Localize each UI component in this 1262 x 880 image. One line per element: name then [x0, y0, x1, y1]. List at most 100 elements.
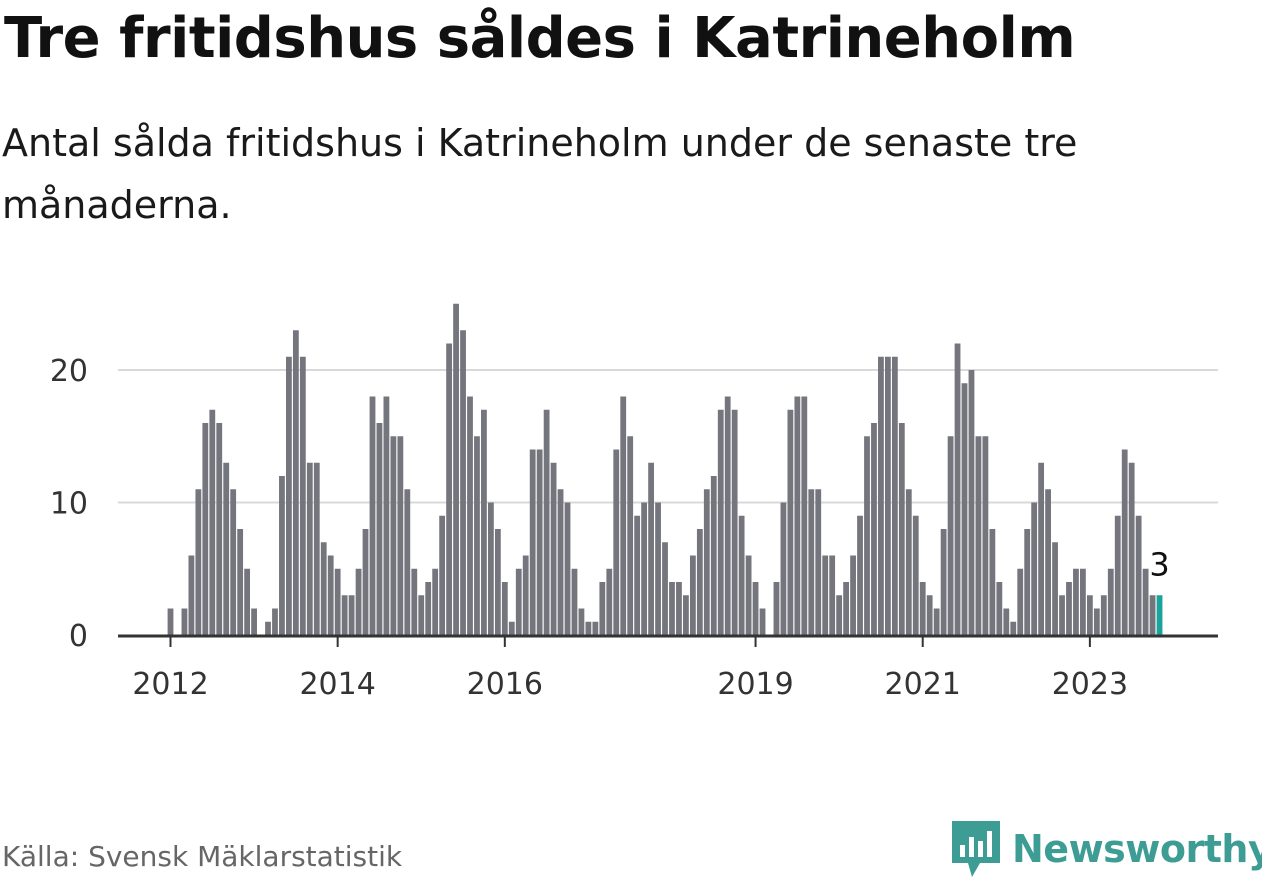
- x-tick-label: 2016: [467, 667, 543, 702]
- bar: [1024, 529, 1031, 635]
- bar: [515, 568, 522, 635]
- bar: [780, 502, 787, 635]
- bar: [1073, 568, 1079, 635]
- highlight-label: 3: [1149, 545, 1169, 583]
- bar: [418, 595, 425, 635]
- bar: [689, 555, 696, 635]
- bar: [627, 436, 634, 635]
- bar: [961, 383, 968, 635]
- bar: [501, 582, 508, 635]
- bar: [745, 555, 752, 635]
- bar: [1010, 621, 1017, 635]
- bar: [724, 396, 731, 635]
- y-tick-label: 0: [69, 619, 88, 654]
- bar: [585, 621, 592, 635]
- bar: [327, 555, 334, 635]
- x-tick-label: 2012: [132, 667, 208, 702]
- brand-name: Newsworthy: [1012, 827, 1262, 871]
- bar: [460, 330, 466, 635]
- bar: [1093, 608, 1100, 635]
- bar: [571, 568, 578, 635]
- bar: [209, 409, 216, 635]
- bar: [188, 555, 195, 635]
- bar: [759, 608, 766, 635]
- bar: [641, 502, 648, 635]
- bar: [912, 515, 919, 635]
- bar: [425, 582, 432, 635]
- bar: [940, 529, 947, 635]
- bar: [369, 396, 376, 635]
- bar: [439, 515, 446, 635]
- bar: [467, 396, 473, 635]
- brand-logo: Newsworthy: [950, 818, 1262, 880]
- bar: [181, 608, 188, 635]
- y-tick-label: 10: [50, 487, 88, 522]
- bar: [808, 489, 815, 635]
- bar: [878, 356, 884, 635]
- bar: [334, 568, 341, 635]
- bar: [606, 568, 613, 635]
- bar: [822, 555, 829, 635]
- bar: [1135, 515, 1142, 635]
- bar: [1128, 462, 1135, 635]
- bar: [634, 515, 641, 635]
- bar: [982, 436, 989, 635]
- bar: [481, 409, 487, 635]
- bar: [578, 608, 585, 635]
- bar: [299, 356, 306, 635]
- bar: [752, 582, 759, 635]
- bar: [843, 582, 850, 635]
- bar: [292, 330, 299, 635]
- bar: [871, 423, 877, 635]
- bar: [975, 436, 982, 635]
- bar: [794, 396, 801, 635]
- bar: [1142, 568, 1149, 635]
- bar: [522, 555, 529, 635]
- bar: [1107, 568, 1114, 635]
- bar: [613, 449, 620, 635]
- bar: [801, 396, 808, 635]
- source-note: Källa: Svensk Mäklarstatistik: [2, 840, 403, 873]
- x-tick-label: 2014: [299, 667, 375, 702]
- bar: [536, 449, 543, 635]
- x-tick-label: 2021: [885, 667, 961, 702]
- bar: [432, 568, 439, 635]
- bar: [703, 489, 710, 635]
- bar: [1052, 542, 1058, 635]
- bar: [864, 436, 870, 635]
- bar: [529, 449, 536, 635]
- bar: [397, 436, 404, 635]
- bar: [620, 396, 627, 635]
- bar: [557, 489, 564, 635]
- bar: [251, 608, 257, 635]
- bar: [655, 502, 661, 635]
- bar: [1066, 582, 1072, 635]
- bar: [564, 502, 571, 635]
- bar: [947, 436, 954, 635]
- bar: [954, 343, 961, 635]
- bar: [592, 621, 599, 635]
- bar: [279, 476, 285, 635]
- bar: [390, 436, 397, 635]
- bar: [376, 423, 383, 635]
- bar: [933, 608, 940, 635]
- chart-subtitle: Antal sålda fritidshus i Katrineholm und…: [2, 121, 1078, 227]
- bar: [195, 489, 202, 635]
- bar: [313, 462, 320, 635]
- bar: [404, 489, 411, 635]
- bar: [244, 568, 251, 635]
- bar: [1059, 595, 1065, 635]
- bar: [230, 489, 237, 635]
- bar: [355, 568, 362, 635]
- bar: [1121, 449, 1128, 635]
- newsworthy-logo-icon: [952, 821, 1000, 877]
- bar: [265, 621, 271, 635]
- bar: [362, 529, 369, 635]
- bar: [1038, 462, 1045, 635]
- bar-highlight: [1156, 595, 1163, 635]
- bar: [1114, 515, 1121, 635]
- bar: [223, 462, 230, 635]
- bar: [306, 462, 313, 635]
- bar: [926, 595, 933, 635]
